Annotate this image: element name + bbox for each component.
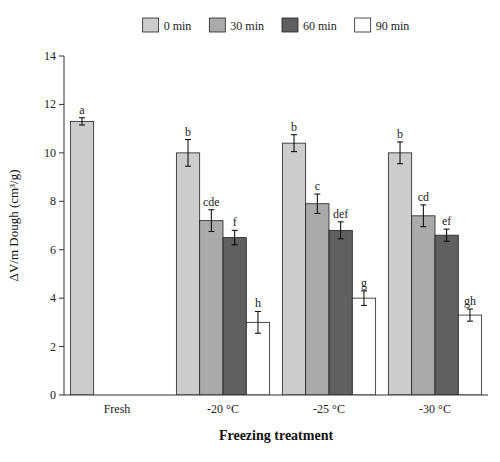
x-tick-label: Fresh bbox=[104, 402, 131, 416]
y-tick bbox=[59, 298, 64, 299]
y-tick-label: 2 bbox=[50, 340, 56, 354]
error-bar bbox=[420, 205, 426, 227]
bar bbox=[435, 235, 458, 395]
y-tick-label: 12 bbox=[44, 97, 56, 111]
annotation: cde bbox=[203, 195, 220, 209]
y-tick bbox=[59, 395, 64, 396]
annotation: def bbox=[333, 207, 348, 221]
annotation: g bbox=[361, 276, 367, 290]
error-bar bbox=[361, 291, 367, 306]
x-tick-label: -20 °C bbox=[207, 402, 239, 416]
legend-swatch bbox=[209, 18, 225, 32]
error-bar bbox=[232, 230, 238, 245]
bar bbox=[246, 322, 269, 395]
legend-swatch bbox=[143, 18, 159, 32]
annotation: gh bbox=[464, 294, 476, 308]
bar bbox=[352, 298, 375, 395]
annotation: c bbox=[315, 179, 320, 193]
y-tick-label: 8 bbox=[50, 194, 56, 208]
legend-label: 30 min bbox=[230, 19, 264, 33]
x-tick-label: -30 °C bbox=[419, 402, 451, 416]
legend-label: 60 min bbox=[303, 19, 337, 33]
labels: a b b b cde c cd f def ef h g gh bbox=[79, 103, 476, 311]
y-axis-label: ΔV/m Dough (cm³/g) bbox=[6, 170, 21, 282]
bar bbox=[412, 216, 435, 395]
legend-label: 0 min bbox=[164, 19, 192, 33]
y-tick bbox=[59, 346, 64, 347]
bar bbox=[200, 221, 223, 395]
y-tick bbox=[59, 104, 64, 105]
error-bar bbox=[467, 309, 473, 321]
error-bar bbox=[314, 194, 320, 213]
annotation: b bbox=[185, 125, 191, 139]
legend-label: 90 min bbox=[376, 19, 410, 33]
annotation: a bbox=[79, 103, 85, 117]
y-tick-label: 10 bbox=[44, 146, 56, 160]
x-axis-line bbox=[64, 395, 488, 396]
y-tick-label: 0 bbox=[50, 388, 56, 402]
y-tick bbox=[59, 152, 64, 153]
legend-swatch bbox=[355, 18, 371, 32]
annotation: f bbox=[233, 215, 237, 229]
legend-item: 90 min bbox=[355, 18, 410, 33]
y-axis-line bbox=[64, 56, 65, 395]
y-tick bbox=[59, 201, 64, 202]
y-tick-label: 14 bbox=[44, 49, 56, 63]
y-tick bbox=[59, 249, 64, 250]
bar bbox=[388, 153, 411, 395]
annotation: b bbox=[291, 120, 297, 134]
annotation: b bbox=[397, 127, 403, 141]
error-bar bbox=[255, 311, 261, 333]
error-bar bbox=[397, 142, 403, 164]
x-axis-label: Freezing treatment bbox=[219, 428, 333, 443]
y-tick bbox=[59, 56, 64, 57]
y-tick-label: 4 bbox=[50, 291, 56, 305]
chart: a b b b cde c cd f def ef h g gh 0 2 4 6 8 10 12 14 Fresh -20 … bbox=[0, 0, 500, 462]
annotation: h bbox=[255, 296, 261, 310]
bar bbox=[458, 315, 481, 395]
plot-area bbox=[70, 118, 481, 395]
annotation: ef bbox=[442, 214, 451, 228]
error-bar bbox=[79, 118, 85, 125]
legend-item: 60 min bbox=[282, 18, 337, 33]
annotation: cd bbox=[418, 190, 429, 204]
y-tick-label: 6 bbox=[50, 243, 56, 257]
error-bar bbox=[208, 210, 214, 232]
legend-item: 0 min bbox=[143, 18, 192, 33]
error-bar bbox=[185, 140, 191, 167]
bar bbox=[223, 238, 246, 395]
error-bar bbox=[338, 222, 344, 239]
bar bbox=[176, 153, 199, 395]
legend-swatch bbox=[282, 18, 298, 32]
bar bbox=[70, 121, 93, 395]
error-bar bbox=[444, 229, 450, 241]
error-bar bbox=[291, 135, 297, 152]
bar bbox=[306, 204, 329, 395]
legend-item: 30 min bbox=[209, 18, 264, 33]
bar bbox=[329, 230, 352, 395]
bar bbox=[282, 143, 305, 395]
legend: 0 min 30 min 60 min 90 min bbox=[143, 18, 410, 33]
x-tick-label: -25 °C bbox=[313, 402, 345, 416]
